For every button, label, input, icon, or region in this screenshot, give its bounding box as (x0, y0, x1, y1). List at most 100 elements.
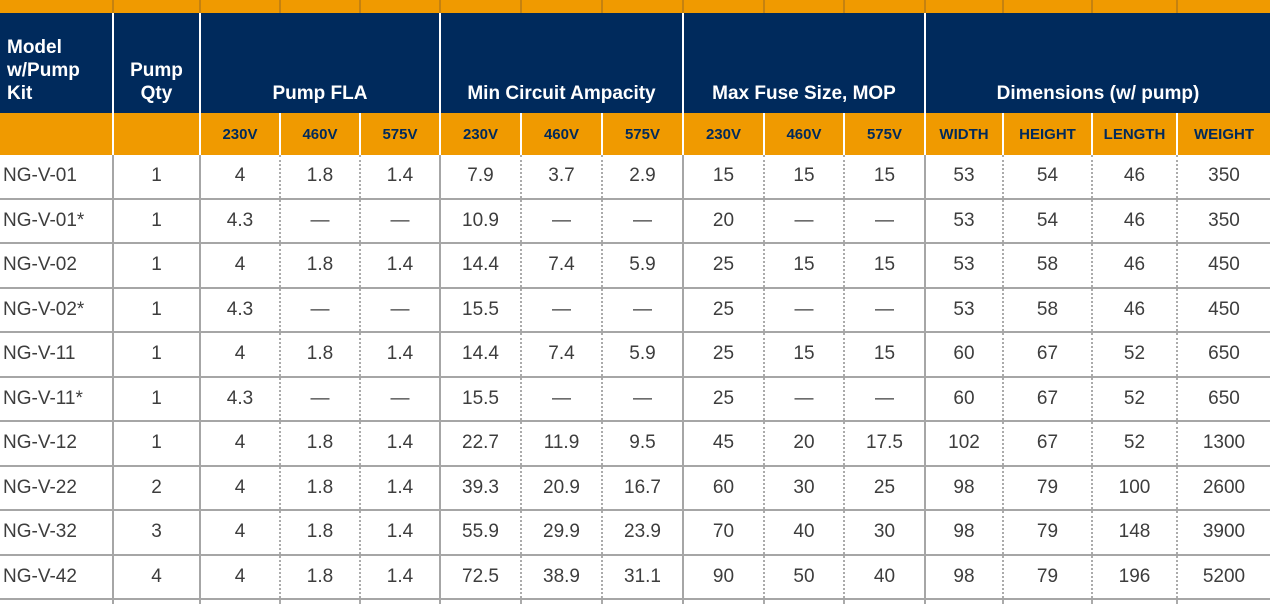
data-cell: — (279, 287, 360, 333)
data-cell: 5.9 (601, 243, 683, 289)
data-cell: 650 (1176, 376, 1270, 422)
data-cell: 1 (112, 287, 200, 333)
subheader-cell (112, 113, 200, 155)
spacer-cell (682, 599, 764, 604)
data-cell: 2600 (1176, 465, 1270, 511)
data-cell: 67 (1002, 332, 1092, 378)
spacer-cell (1091, 599, 1177, 604)
data-cell: 25 (843, 465, 925, 511)
data-cell: — (520, 376, 602, 422)
data-cell: 2.9 (601, 155, 683, 200)
top-strip-cell (1091, 0, 1177, 13)
data-cell: 58 (1002, 243, 1092, 289)
data-cell: 1 (112, 155, 200, 200)
data-cell: 1.4 (359, 465, 440, 511)
data-cell: 1.4 (359, 155, 440, 200)
subheader-cell: 460V (763, 113, 844, 155)
data-cell: 4 (112, 554, 200, 600)
data-cell: 2 (112, 465, 200, 511)
data-cell: 1.8 (279, 554, 360, 600)
top-strip-cell (682, 0, 764, 13)
top-strip-cell (520, 0, 602, 13)
model-cell: NG-V-22 (0, 465, 113, 511)
data-cell: 350 (1176, 198, 1270, 244)
data-cell: 11.9 (520, 421, 602, 467)
spacer-cell (520, 599, 602, 604)
data-cell: 4.3 (199, 376, 280, 422)
data-cell: 4 (199, 510, 280, 556)
data-cell: 54 (1002, 198, 1092, 244)
data-cell: 1.8 (279, 243, 360, 289)
top-strip-cell (601, 0, 683, 13)
spacer-cell (1176, 599, 1270, 604)
header-dimensions: Dimensions (w/ pump) (924, 13, 1270, 113)
top-strip (0, 0, 1270, 13)
data-cell: 46 (1091, 243, 1177, 289)
table-row: NG-V-22 2 4 1.8 1.4 39.3 20.9 16.7 60 30 25 98 79 100… (0, 465, 1270, 511)
data-cell: 1.8 (279, 510, 360, 556)
data-cell: 4 (199, 155, 280, 200)
top-strip-cell (1176, 0, 1270, 13)
table-row: NG-V-01* 1 4.3— —10.9— —20— —53 54 46 350 (0, 198, 1270, 244)
data-cell: — (843, 198, 925, 244)
data-cell: 450 (1176, 243, 1270, 289)
data-cell: 79 (1002, 554, 1092, 600)
data-cell: — (843, 376, 925, 422)
data-cell: 4 (199, 332, 280, 378)
data-cell: 4 (199, 243, 280, 289)
data-cell: — (359, 198, 440, 244)
data-cell: 52 (1091, 421, 1177, 467)
subheader-cell: 230V (199, 113, 280, 155)
top-strip-cell (112, 0, 200, 13)
data-cell: — (763, 198, 844, 244)
data-cell: 25 (682, 332, 764, 378)
table-row: NG-V-02* 1 4.3— —15.5— —25— —53 58 46 450 (0, 287, 1270, 333)
table-row: NG-V-11* 1 4.3— —15.5— —25— —60 67 52 650 (0, 376, 1270, 422)
data-cell: — (279, 376, 360, 422)
data-cell: 40 (843, 554, 925, 600)
data-cell: 31.1 (601, 554, 683, 600)
subheader-cell: 575V (601, 113, 683, 155)
data-cell: 53 (924, 155, 1003, 200)
data-cell: 53 (924, 198, 1003, 244)
bottom-spacer (0, 599, 1270, 604)
data-cell: 14.4 (439, 332, 521, 378)
data-cell: 60 (682, 465, 764, 511)
data-cell: 9.5 (601, 421, 683, 467)
top-strip-cell (763, 0, 844, 13)
data-cell: 40 (763, 510, 844, 556)
data-cell: 79 (1002, 465, 1092, 511)
data-cell: 39.3 (439, 465, 521, 511)
data-cell: 25 (682, 376, 764, 422)
data-cell: — (763, 376, 844, 422)
data-cell: 1.4 (359, 510, 440, 556)
data-cell: 15 (843, 332, 925, 378)
data-cell: 46 (1091, 287, 1177, 333)
data-cell: 50 (763, 554, 844, 600)
data-cell: 25 (682, 287, 764, 333)
data-cell: 7.4 (520, 332, 602, 378)
data-cell: 55.9 (439, 510, 521, 556)
data-cell: 53 (924, 287, 1003, 333)
data-cell: 1 (112, 421, 200, 467)
data-cell: 54 (1002, 155, 1092, 200)
data-cell: 5.9 (601, 332, 683, 378)
data-cell: 15 (763, 155, 844, 200)
top-strip-cell (924, 0, 1003, 13)
data-cell: 52 (1091, 376, 1177, 422)
model-cell: NG-V-02 (0, 243, 113, 289)
data-cell: 52 (1091, 332, 1177, 378)
model-cell: NG-V-02* (0, 287, 113, 333)
data-cell: 1 (112, 376, 200, 422)
top-strip-cell (359, 0, 440, 13)
top-strip-cell (1002, 0, 1092, 13)
table-row: NG-V-02 1 4 1.8 1.4 14.4 7.4 5.9 25 15 15 53 58 46 450 (0, 243, 1270, 289)
data-cell: 1.8 (279, 465, 360, 511)
table-header: Model w/Pump Kit Pump Qty Pump FLA Min Circ… (0, 0, 1270, 155)
subheader-cell (0, 113, 113, 155)
data-cell: 15.5 (439, 287, 521, 333)
data-cell: 1 (112, 243, 200, 289)
data-cell: 4 (199, 421, 280, 467)
table-row: NG-V-11 1 4 1.8 1.4 14.4 7.4 5.9 25 15 15 60 67 52 650 (0, 332, 1270, 378)
data-cell: 72.5 (439, 554, 521, 600)
